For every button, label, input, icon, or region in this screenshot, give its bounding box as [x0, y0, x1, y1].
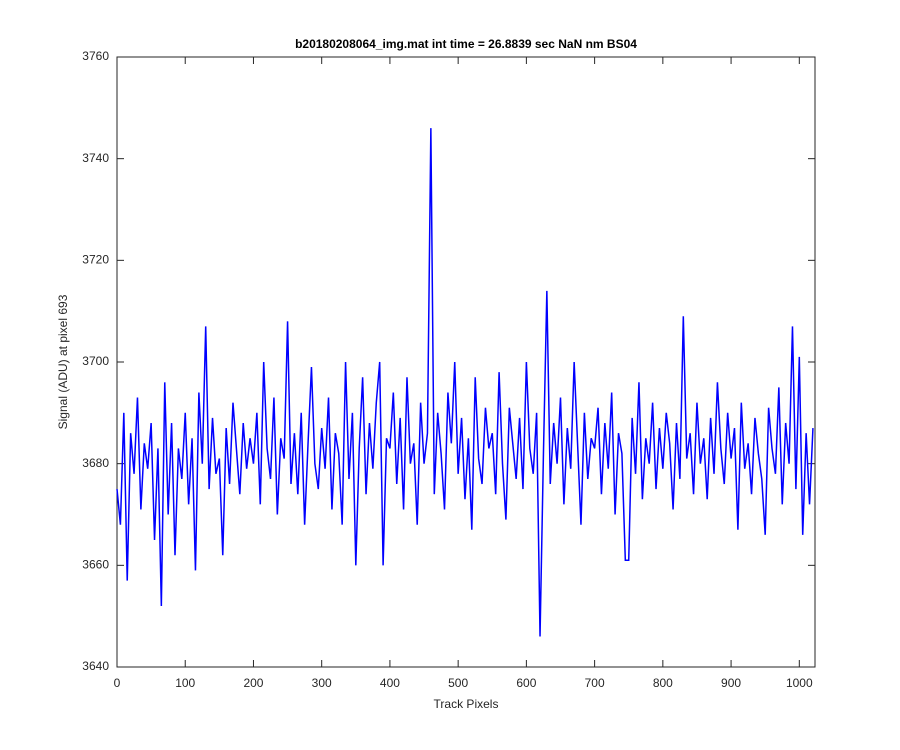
y-tick-label: 3680: [82, 456, 109, 470]
x-tick-label: 800: [653, 676, 673, 690]
y-tick-label: 3720: [82, 253, 109, 267]
x-tick-label: 500: [448, 676, 468, 690]
x-tick-label: 900: [721, 676, 741, 690]
y-tick-label: 3760: [82, 49, 109, 63]
y-axis-label: Signal (ADU) at pixel 693: [56, 294, 70, 429]
y-tick-label: 3740: [82, 151, 109, 165]
x-tick-label: 600: [516, 676, 536, 690]
axes-box: [116, 56, 816, 668]
x-tick-label: 300: [312, 676, 332, 690]
x-axis-label: Track Pixels: [434, 697, 499, 711]
chart-title: b20180208064_img.mat int time = 26.8839 …: [295, 37, 637, 51]
x-tick-label: 200: [243, 676, 263, 690]
data-line: [116, 128, 814, 637]
x-tick-label: 700: [585, 676, 605, 690]
x-tick-label: 100: [175, 676, 195, 690]
y-tick-label: 3700: [82, 354, 109, 368]
x-tick-label: 400: [380, 676, 400, 690]
y-tick-label: 3660: [82, 558, 109, 572]
y-tick-label: 3640: [82, 659, 109, 673]
x-tick-label: 1000: [786, 676, 813, 690]
x-tick-label: 0: [114, 676, 121, 690]
